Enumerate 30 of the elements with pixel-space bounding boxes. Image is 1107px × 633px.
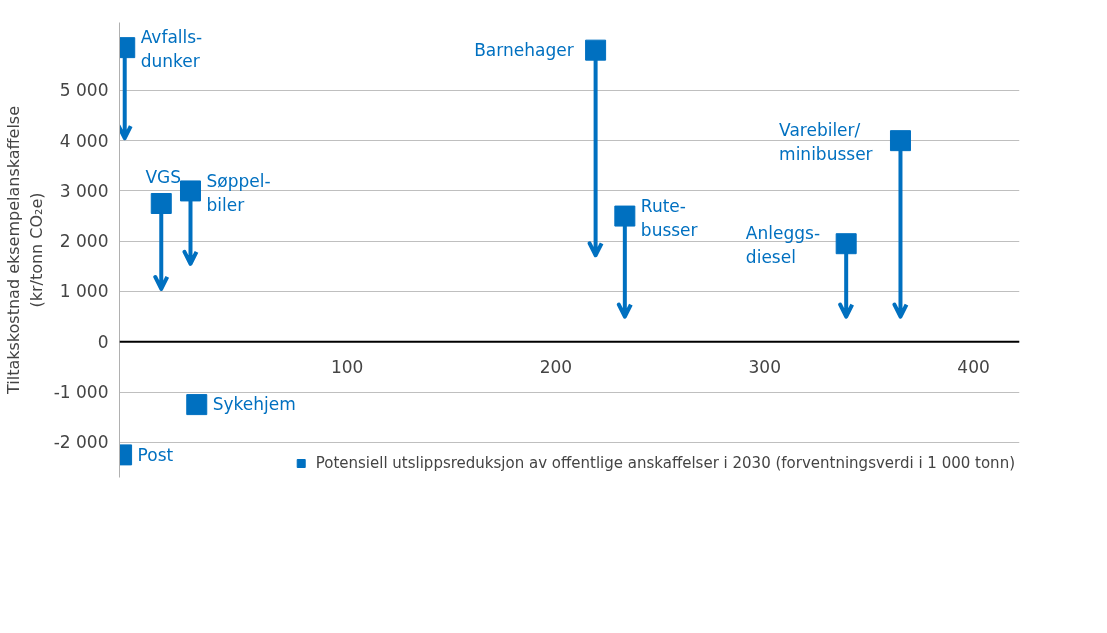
annotation: Anleggs- diesel [745, 223, 821, 268]
x-tick-label: 300 [748, 356, 781, 377]
x-tick-label: 400 [957, 356, 990, 377]
y-tick-label: -1 000 [53, 382, 109, 403]
y-tick-label: -2 000 [53, 432, 109, 453]
annotation: Sykehjem [212, 394, 296, 415]
point [835, 233, 857, 255]
x-tick-label: 200 [539, 356, 573, 377]
x-tick-label: 100 [330, 356, 364, 377]
y-tick-label: 2 000 [59, 231, 109, 252]
y-tick-label: 3 000 [59, 180, 109, 201]
annotation: Varebiler/ minibusser [779, 120, 873, 165]
legend-label: Potensiell utslippsreduksjon av offentlige anskaffelser i 2030 (forventningsverdi i 1 000 tonn) [315, 454, 1015, 472]
annotation: VGS [145, 167, 182, 188]
point [180, 180, 201, 202]
y-tick-label: 1 000 [59, 281, 109, 302]
point [150, 192, 172, 214]
point [585, 39, 607, 61]
y-tick-label: 0 [97, 331, 109, 352]
annotation: Barnehager [474, 39, 574, 60]
y-tick-label: 4 000 [59, 130, 109, 151]
annotation: Søppel- biler [206, 170, 271, 215]
point [889, 130, 911, 152]
annotation: Rute- busser [640, 195, 698, 240]
point [186, 394, 208, 416]
annotation: Post [137, 444, 174, 465]
y-tick-label: 5 000 [59, 80, 109, 101]
annotation: Avfalls- dunker [140, 27, 203, 72]
y-axis-title: Tiltakskostnad eksempelanskaffelse (kr/tonn CO₂e) [3, 105, 46, 396]
point [614, 205, 636, 227]
